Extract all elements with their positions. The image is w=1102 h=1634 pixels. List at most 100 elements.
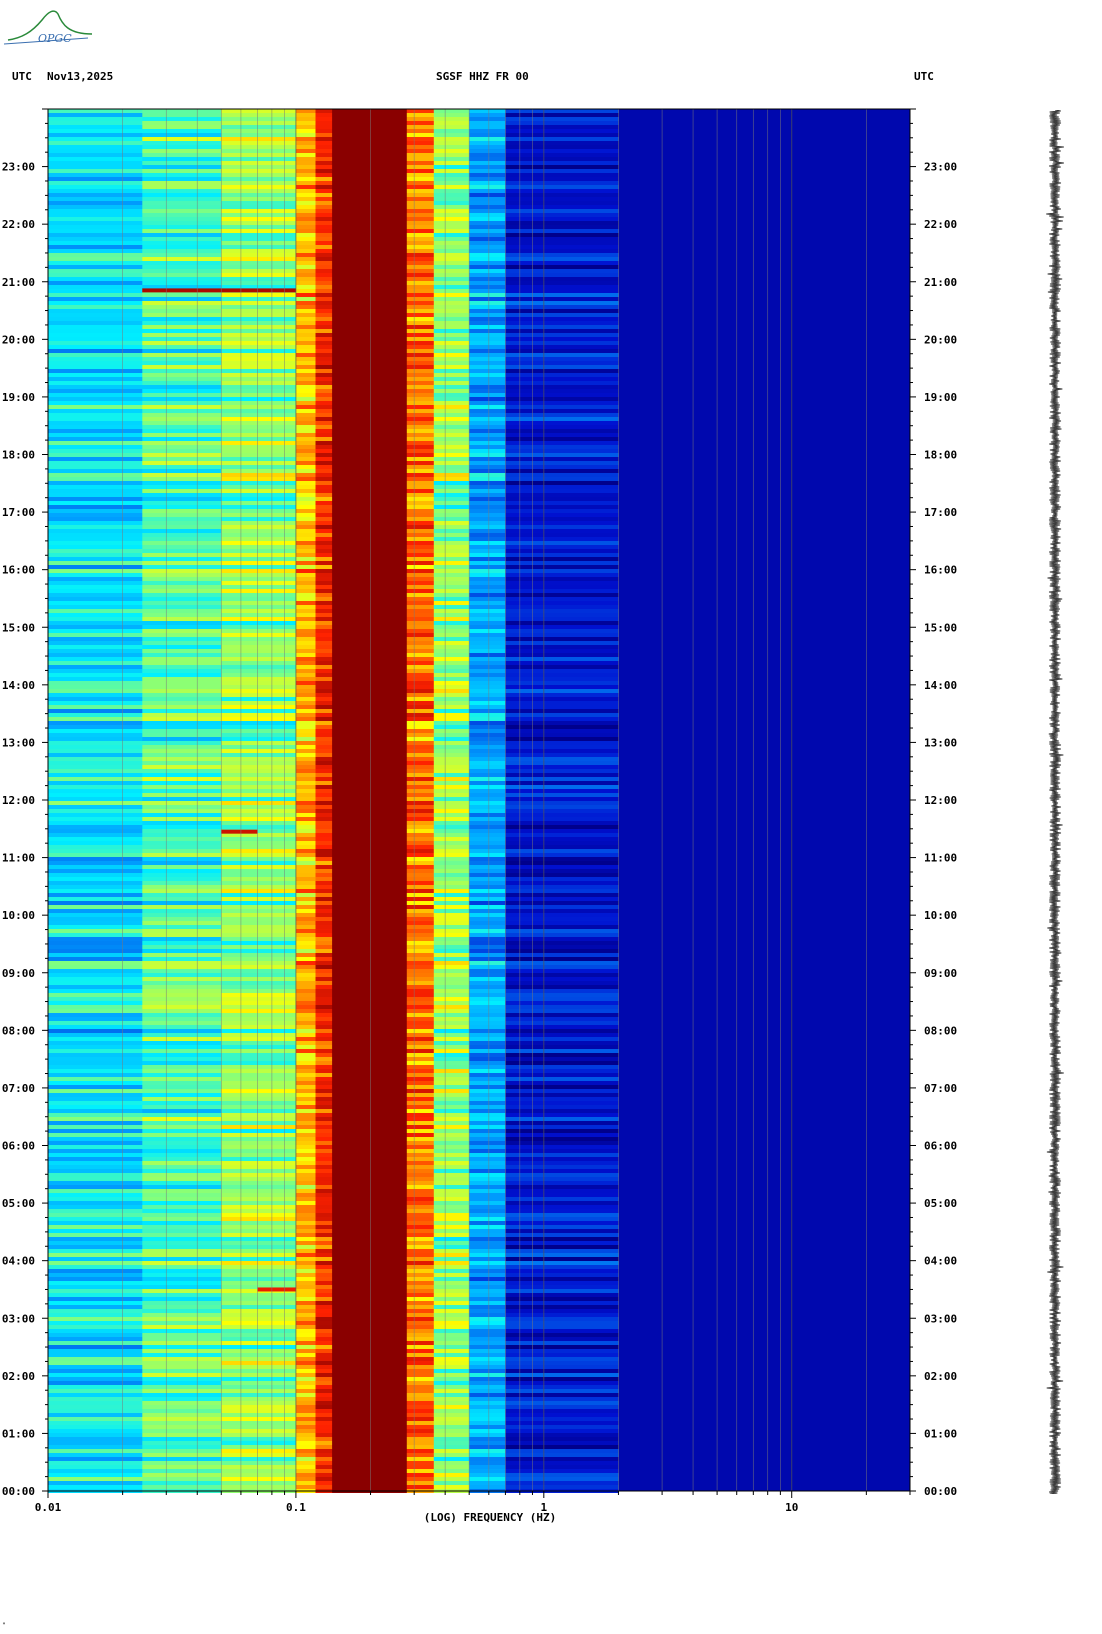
heatmap-cell xyxy=(433,1057,470,1061)
heatmap-cell xyxy=(48,1309,143,1313)
heatmap-cell xyxy=(48,1269,143,1273)
heatmap-cell xyxy=(406,669,435,673)
heatmap-cell xyxy=(48,661,143,665)
heatmap-cell xyxy=(295,685,316,689)
heatmap-cell xyxy=(295,429,316,433)
heatmap-cell xyxy=(332,433,408,437)
heatmap-cell xyxy=(315,421,333,425)
heatmap-cell xyxy=(332,857,408,861)
heatmap-cell xyxy=(315,289,333,293)
heatmap-cell xyxy=(469,217,506,221)
heatmap-cell xyxy=(295,593,316,597)
heatmap-cell xyxy=(433,529,470,533)
heatmap-cell xyxy=(332,413,408,417)
heatmap-cell xyxy=(48,1297,143,1301)
heatmap-cell xyxy=(221,109,297,113)
heatmap-cell xyxy=(142,121,222,125)
heatmap-cell xyxy=(48,209,143,213)
heatmap-cell xyxy=(332,877,408,881)
heatmap-cell xyxy=(433,765,470,769)
heatmap-cell xyxy=(295,601,316,605)
heatmap-cell xyxy=(295,1357,316,1361)
heatmap-cell xyxy=(433,761,470,765)
heatmap-cell xyxy=(469,989,506,993)
heatmap-cell xyxy=(315,485,333,489)
heatmap-cell xyxy=(469,721,506,725)
heatmap-cell xyxy=(295,481,316,485)
heatmap-cell xyxy=(295,1177,316,1181)
y-tick-label-left: 02:00 xyxy=(2,1370,35,1383)
heatmap-cell xyxy=(433,689,470,693)
heatmap-cell xyxy=(505,1293,619,1297)
y-tick-label-right: 12:00 xyxy=(924,794,957,807)
heatmap-cell xyxy=(406,245,435,249)
heatmap-cell xyxy=(221,1285,297,1289)
heatmap-cell xyxy=(406,313,435,317)
heatmap-cell xyxy=(505,761,619,765)
heatmap-cell xyxy=(295,825,316,829)
heatmap-cell xyxy=(48,553,143,557)
heatmap-cell xyxy=(332,725,408,729)
heatmap-cell xyxy=(48,1065,143,1069)
heatmap-cell xyxy=(433,637,470,641)
heatmap-cell xyxy=(315,1189,333,1193)
heatmap-cell xyxy=(332,825,408,829)
heatmap-cell xyxy=(142,137,222,141)
heatmap-cell xyxy=(469,229,506,233)
heatmap-cell xyxy=(332,1149,408,1153)
heatmap-cell xyxy=(315,1161,333,1165)
heatmap-cell xyxy=(433,257,470,261)
heatmap-cell xyxy=(221,937,297,941)
heatmap-cell xyxy=(221,1405,297,1409)
heatmap-cell xyxy=(48,345,143,349)
heatmap-cell xyxy=(332,1337,408,1341)
heatmap-cell xyxy=(142,1033,222,1037)
heatmap-cell xyxy=(142,225,222,229)
heatmap-cell xyxy=(221,429,297,433)
heatmap-cell xyxy=(48,1409,143,1413)
heatmap-cell xyxy=(48,701,143,705)
heatmap-cell xyxy=(469,121,506,125)
heatmap-cell xyxy=(315,585,333,589)
heatmap-cell xyxy=(332,157,408,161)
heatmap-cell xyxy=(469,1261,506,1265)
heatmap-cell xyxy=(221,1013,297,1017)
heatmap-cell xyxy=(221,1077,297,1081)
heatmap-cell xyxy=(221,1089,297,1093)
event-streak xyxy=(221,829,258,834)
heatmap-cell xyxy=(332,373,408,377)
heatmap-cell xyxy=(315,329,333,333)
heatmap-cell xyxy=(406,1409,435,1413)
heatmap-cell xyxy=(295,993,316,997)
heatmap-cell xyxy=(295,1197,316,1201)
heatmap-cell xyxy=(315,785,333,789)
heatmap-cell xyxy=(433,265,470,269)
heatmap-cell xyxy=(48,1477,143,1481)
heatmap-cell xyxy=(433,137,470,141)
heatmap-cell xyxy=(433,853,470,857)
heatmap-cell xyxy=(142,117,222,121)
heatmap-cell xyxy=(469,377,506,381)
heatmap-cell xyxy=(48,393,143,397)
heatmap-cell xyxy=(142,341,222,345)
heatmap-cell xyxy=(505,1433,619,1437)
heatmap-cell xyxy=(406,1377,435,1381)
heatmap-cell xyxy=(315,205,333,209)
heatmap-cell xyxy=(433,421,470,425)
heatmap-cell xyxy=(315,1229,333,1233)
heatmap-cell xyxy=(469,1125,506,1129)
heatmap-cell xyxy=(142,281,222,285)
heatmap-cell xyxy=(315,881,333,885)
heatmap-cell xyxy=(406,825,435,829)
heatmap-cell xyxy=(315,1041,333,1045)
heatmap-cell xyxy=(142,1169,222,1173)
heatmap-cell xyxy=(295,1229,316,1233)
heatmap-cell xyxy=(469,849,506,853)
heatmap-cell xyxy=(221,329,297,333)
heatmap-cell xyxy=(505,393,619,397)
heatmap-cell xyxy=(48,1029,143,1033)
heatmap-cell xyxy=(142,1129,222,1133)
heatmap-cell xyxy=(505,829,619,833)
heatmap-cell xyxy=(332,669,408,673)
heatmap-cell xyxy=(142,445,222,449)
